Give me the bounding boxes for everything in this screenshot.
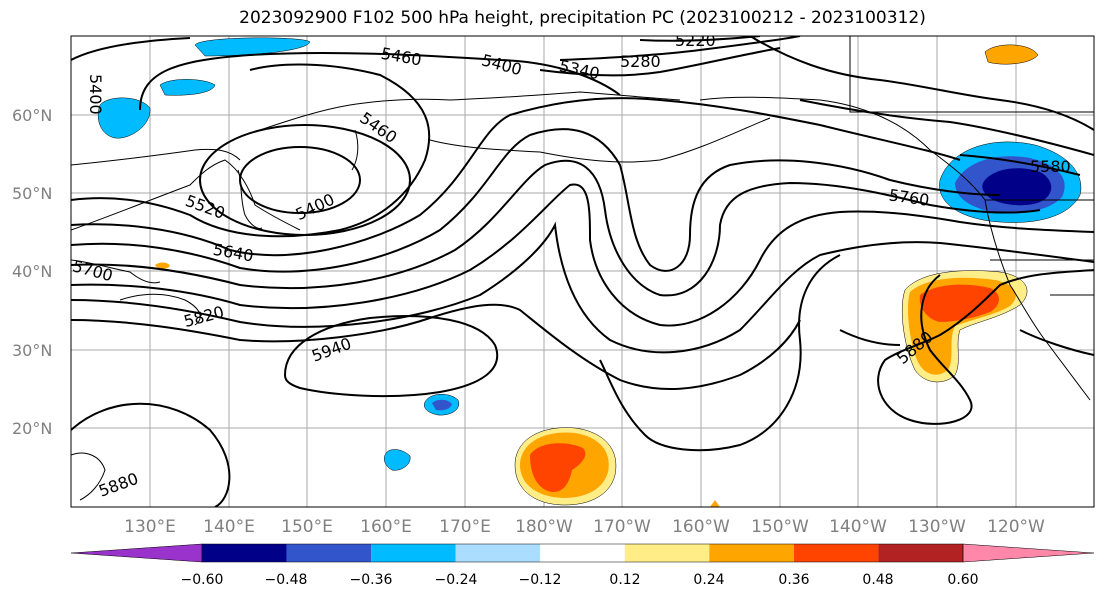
lon-label: 160°E	[360, 517, 412, 537]
lon-label: 130°W	[908, 517, 966, 537]
precip-small-2	[384, 449, 411, 471]
lon-label: 180°W	[515, 517, 573, 537]
colorbar-tick-label: 0.24	[693, 572, 724, 588]
lat-label: 20°N	[12, 419, 52, 438]
longitude-labels: 130°E 140°E 150°E 160°E 170°E 180°W 170°…	[124, 517, 1045, 537]
precip-small-3	[97, 97, 151, 139]
lon-label: 150°E	[281, 517, 333, 537]
colorbar-segment	[371, 544, 456, 562]
lon-label: 140°E	[203, 517, 255, 537]
contour-label: 5400	[86, 74, 105, 115]
colorbar-tick-label: −0.60	[181, 572, 224, 588]
lon-label: 170°W	[593, 517, 651, 537]
lat-label: 50°N	[12, 184, 52, 203]
lon-label: 160°W	[672, 517, 730, 537]
colorbar-outline	[201, 543, 964, 563]
colorbar-segment	[540, 544, 625, 562]
lon-label: 120°W	[987, 517, 1045, 537]
graticule	[71, 36, 1094, 507]
map-frame	[70, 35, 1095, 508]
colorbar-tick-label: 0.36	[778, 572, 809, 588]
colorbar-segment	[624, 544, 710, 562]
precip-small-4	[159, 79, 216, 96]
colorbar-tick-label: −0.24	[435, 572, 478, 588]
colorbar-tick-label: 0.12	[609, 572, 640, 588]
precip-small-6	[984, 44, 1039, 65]
colorbar-tick-label: 0.48	[862, 572, 893, 588]
lon-label: 140°W	[829, 517, 887, 537]
colorbar-segment	[455, 544, 541, 562]
lon-label: 170°E	[439, 517, 491, 537]
colorbar-tick-label: −0.36	[350, 572, 393, 588]
lat-label: 30°N	[12, 341, 52, 360]
map-title: 2023092900 F102 500 hPa height, precipit…	[239, 8, 926, 28]
lat-label: 40°N	[12, 262, 52, 281]
colorbar-extension-high	[962, 543, 1095, 563]
lon-label: 130°E	[124, 517, 176, 537]
colorbar-tick-labels: −0.60 −0.48 −0.36 −0.24 −0.12 0.12 0.24 …	[181, 572, 979, 588]
latitude-labels: 60°N 50°N 40°N 30°N 20°N	[12, 106, 52, 438]
contour-label: 5220	[675, 31, 716, 50]
colorbar	[70, 543, 1095, 563]
colorbar-segment	[793, 544, 879, 562]
colorbar-extension-low	[70, 543, 203, 563]
contour-label: 5580	[1030, 157, 1071, 176]
lon-label: 150°W	[751, 517, 809, 537]
colorbar-segment	[709, 544, 794, 562]
lat-label: 60°N	[12, 106, 52, 125]
contour-label: 5280	[620, 52, 661, 71]
colorbar-segment	[286, 544, 372, 562]
colorbar-segment	[878, 544, 963, 562]
height-contours	[71, 36, 1094, 507]
colorbar-tick-label: −0.48	[265, 572, 308, 588]
contour-labels: 5400 5460 5400 5340 5280 5220 5460 5400 …	[71, 31, 1071, 501]
colorbar-segment	[202, 544, 287, 562]
colorbar-tick-label: −0.12	[519, 572, 562, 588]
colorbar-tick-label: 0.60	[947, 572, 978, 588]
